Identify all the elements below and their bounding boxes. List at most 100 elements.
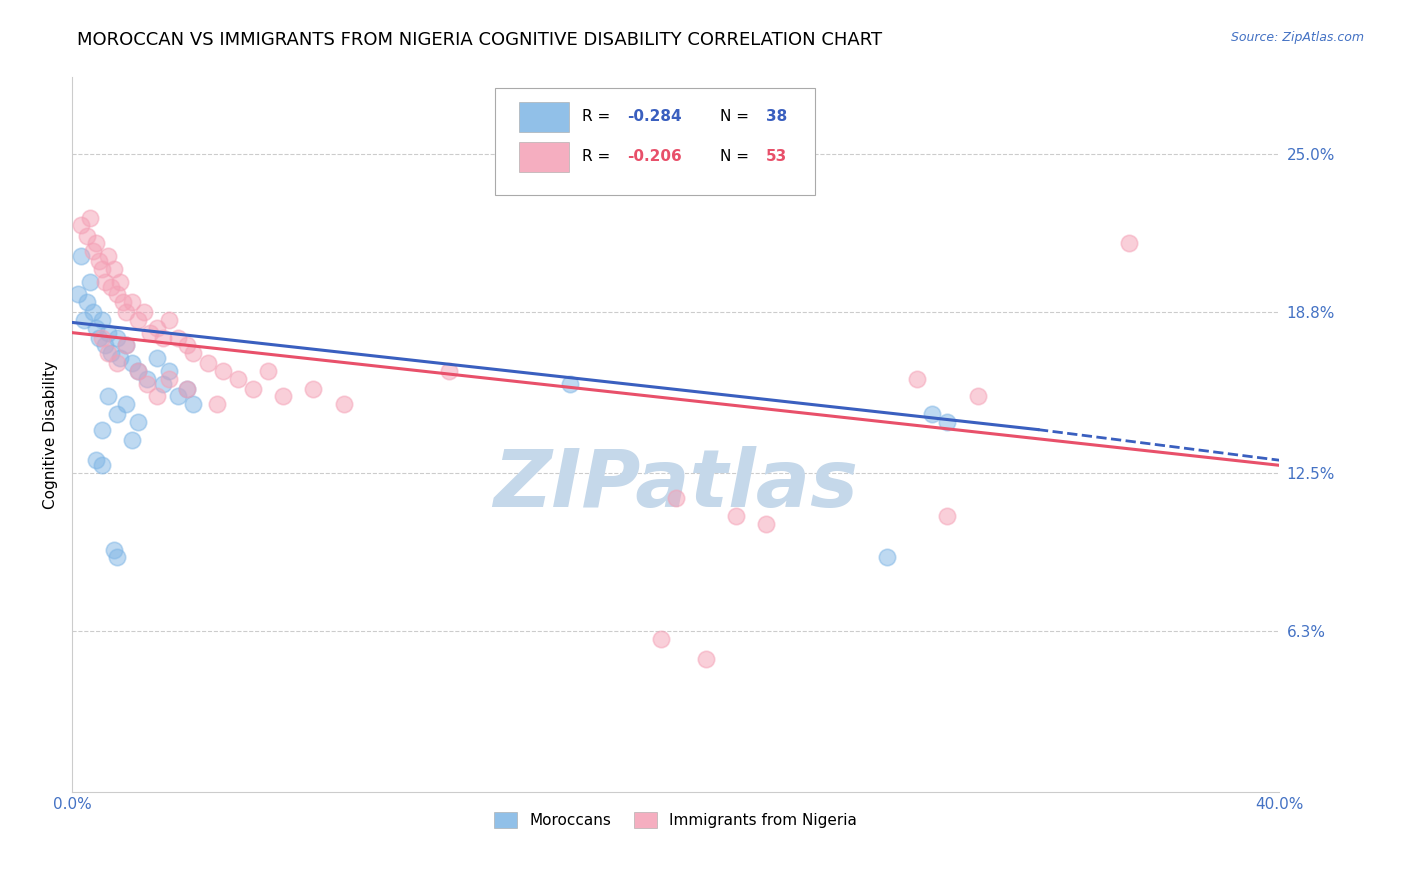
Point: [650, 632, 672, 646]
Point: [558, 376, 581, 391]
Point: [94, 275, 117, 289]
Point: [115, 397, 138, 411]
Point: [136, 376, 159, 391]
Point: [112, 295, 135, 310]
Y-axis label: Cognitive Disability: Cognitive Disability: [44, 360, 58, 508]
Text: -0.206: -0.206: [627, 149, 682, 163]
Point: [76, 228, 98, 243]
Legend: Moroccans, Immigrants from Nigeria: Moroccans, Immigrants from Nigeria: [488, 806, 863, 834]
Point: [121, 433, 143, 447]
Text: Source: ZipAtlas.com: Source: ZipAtlas.com: [1230, 31, 1364, 45]
Point: [127, 415, 149, 429]
Text: 38: 38: [766, 109, 787, 124]
Text: R =: R =: [582, 109, 614, 124]
Point: [89, 331, 111, 345]
Point: [105, 287, 128, 301]
Point: [966, 389, 988, 403]
Point: [84, 236, 107, 251]
Point: [166, 331, 188, 345]
Point: [152, 331, 174, 345]
Point: [205, 397, 228, 411]
Point: [242, 382, 264, 396]
Point: [145, 351, 167, 366]
FancyBboxPatch shape: [519, 103, 569, 132]
Point: [905, 371, 928, 385]
Point: [100, 346, 122, 360]
Point: [127, 364, 149, 378]
Point: [121, 295, 143, 310]
Point: [115, 305, 138, 319]
Point: [70, 249, 93, 263]
Point: [91, 331, 114, 345]
Point: [136, 371, 159, 385]
Point: [152, 376, 174, 391]
Point: [302, 382, 325, 396]
Point: [103, 542, 125, 557]
Text: R =: R =: [582, 149, 614, 163]
Point: [110, 275, 132, 289]
Point: [70, 219, 93, 233]
Point: [176, 382, 198, 396]
Point: [105, 331, 128, 345]
Point: [332, 397, 354, 411]
Point: [76, 295, 98, 310]
Point: [115, 338, 138, 352]
Point: [936, 509, 959, 524]
Text: N =: N =: [720, 149, 754, 163]
Text: -0.284: -0.284: [627, 109, 682, 124]
Point: [97, 326, 120, 340]
Point: [73, 313, 96, 327]
Point: [79, 211, 101, 225]
Point: [82, 244, 104, 258]
Text: ZIPatlas: ZIPatlas: [494, 446, 858, 524]
Point: [157, 313, 180, 327]
FancyBboxPatch shape: [519, 142, 569, 172]
Point: [755, 516, 778, 531]
Point: [176, 382, 198, 396]
Text: MOROCCAN VS IMMIGRANTS FROM NIGERIA COGNITIVE DISABILITY CORRELATION CHART: MOROCCAN VS IMMIGRANTS FROM NIGERIA COGN…: [77, 31, 883, 49]
Point: [105, 550, 128, 565]
Point: [115, 338, 138, 352]
Point: [105, 407, 128, 421]
Point: [91, 313, 114, 327]
Point: [139, 326, 162, 340]
Point: [695, 652, 717, 666]
Point: [157, 364, 180, 378]
Point: [665, 491, 688, 506]
Point: [105, 356, 128, 370]
Point: [82, 305, 104, 319]
Point: [157, 371, 180, 385]
Text: N =: N =: [720, 109, 754, 124]
FancyBboxPatch shape: [495, 88, 814, 195]
Point: [67, 287, 90, 301]
Point: [181, 397, 204, 411]
Point: [166, 389, 188, 403]
Point: [97, 389, 120, 403]
Point: [127, 364, 149, 378]
Point: [876, 550, 898, 565]
Point: [103, 261, 125, 276]
Point: [725, 509, 748, 524]
Point: [936, 415, 959, 429]
Point: [89, 254, 111, 268]
Point: [181, 346, 204, 360]
Point: [79, 275, 101, 289]
Point: [127, 313, 149, 327]
Point: [1118, 236, 1140, 251]
Point: [121, 356, 143, 370]
Point: [110, 351, 132, 366]
Text: 53: 53: [766, 149, 787, 163]
Point: [197, 356, 219, 370]
Point: [439, 364, 461, 378]
Point: [84, 453, 107, 467]
Point: [257, 364, 280, 378]
Point: [100, 279, 122, 293]
Point: [273, 389, 295, 403]
Point: [176, 338, 198, 352]
Point: [97, 249, 120, 263]
Point: [145, 320, 167, 334]
Point: [212, 364, 235, 378]
Point: [91, 261, 114, 276]
Point: [921, 407, 943, 421]
Point: [94, 338, 117, 352]
